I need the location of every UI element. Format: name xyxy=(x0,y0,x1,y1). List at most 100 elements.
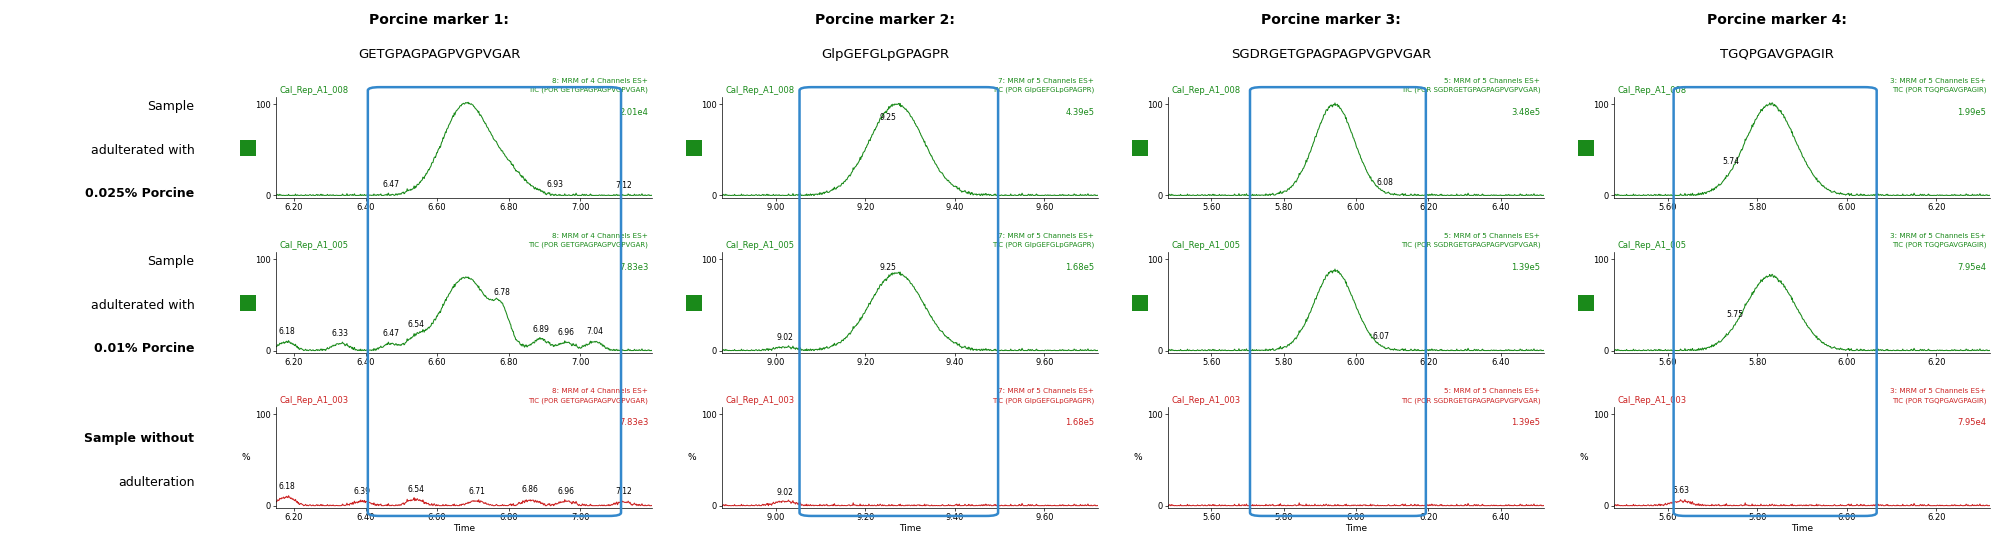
Text: 8: MRM of 4 Channels ES+: 8: MRM of 4 Channels ES+ xyxy=(552,233,648,239)
Text: Cal_Rep_A1_005: Cal_Rep_A1_005 xyxy=(1618,241,1686,250)
Y-axis label: %: % xyxy=(688,298,696,307)
Text: 5: MRM of 5 Channels ES+: 5: MRM of 5 Channels ES+ xyxy=(1444,233,1540,239)
Text: 3: MRM of 5 Channels ES+: 3: MRM of 5 Channels ES+ xyxy=(1890,388,1986,394)
Y-axis label: %: % xyxy=(1580,298,1588,307)
Text: 0.025% Porcine: 0.025% Porcine xyxy=(86,187,194,200)
Text: Cal_Rep_A1_008: Cal_Rep_A1_008 xyxy=(280,86,348,95)
Text: 8: MRM of 4 Channels ES+: 8: MRM of 4 Channels ES+ xyxy=(552,77,648,84)
Text: 7: MRM of 5 Channels ES+: 7: MRM of 5 Channels ES+ xyxy=(998,233,1094,239)
Text: Porcine marker 2:: Porcine marker 2: xyxy=(816,13,954,27)
Text: 6.33: 6.33 xyxy=(332,329,348,338)
Text: TGQPGAVGPAGIR: TGQPGAVGPAGIR xyxy=(1720,48,1834,61)
Text: Cal_Rep_A1_003: Cal_Rep_A1_003 xyxy=(1172,396,1240,405)
Text: Cal_Rep_A1_008: Cal_Rep_A1_008 xyxy=(726,86,794,95)
Y-axis label: %: % xyxy=(242,453,250,462)
X-axis label: Time: Time xyxy=(452,525,476,533)
Text: 5: MRM of 5 Channels ES+: 5: MRM of 5 Channels ES+ xyxy=(1444,388,1540,394)
Text: 3.48e5: 3.48e5 xyxy=(1512,108,1540,117)
Text: TIC (POR GlpGEFGLpGPAGPR): TIC (POR GlpGEFGLpGPAGPR) xyxy=(992,397,1094,404)
Text: 6.96: 6.96 xyxy=(558,487,574,496)
Text: 6.18: 6.18 xyxy=(278,482,296,491)
Text: 7.04: 7.04 xyxy=(586,327,604,336)
Y-axis label: %: % xyxy=(1134,143,1142,152)
Text: 9.02: 9.02 xyxy=(776,334,794,342)
Text: 6.54: 6.54 xyxy=(408,320,424,329)
Text: 6.47: 6.47 xyxy=(382,180,400,189)
Text: 3: MRM of 5 Channels ES+: 3: MRM of 5 Channels ES+ xyxy=(1890,77,1986,84)
Text: 7.95e4: 7.95e4 xyxy=(1958,418,1986,427)
Text: TIC (POR TGQPGAVGPAGIR): TIC (POR TGQPGAVGPAGIR) xyxy=(1892,397,1986,404)
Text: 5: MRM of 5 Channels ES+: 5: MRM of 5 Channels ES+ xyxy=(1444,77,1540,84)
X-axis label: Time: Time xyxy=(898,525,922,533)
Text: Cal_Rep_A1_003: Cal_Rep_A1_003 xyxy=(280,396,348,405)
Y-axis label: %: % xyxy=(1134,453,1142,462)
Text: Cal_Rep_A1_003: Cal_Rep_A1_003 xyxy=(726,396,794,405)
Text: Sample: Sample xyxy=(148,256,194,268)
Text: Cal_Rep_A1_008: Cal_Rep_A1_008 xyxy=(1618,86,1686,95)
Text: 9.25: 9.25 xyxy=(880,263,896,272)
Text: TIC (POR GETGPAGPAGPVGPVGAR): TIC (POR GETGPAGPAGPVGPVGAR) xyxy=(528,87,648,93)
Text: adulterated with: adulterated with xyxy=(90,299,194,312)
Text: 0.01% Porcine: 0.01% Porcine xyxy=(94,342,194,355)
Text: 5.63: 5.63 xyxy=(1672,486,1690,495)
Y-axis label: %: % xyxy=(1580,143,1588,152)
Text: 7: MRM of 5 Channels ES+: 7: MRM of 5 Channels ES+ xyxy=(998,388,1094,394)
Text: 5.75: 5.75 xyxy=(1726,310,1744,320)
Y-axis label: %: % xyxy=(1580,453,1588,462)
Text: 7.12: 7.12 xyxy=(614,487,632,497)
Text: 7.83e3: 7.83e3 xyxy=(618,418,648,427)
Text: Cal_Rep_A1_008: Cal_Rep_A1_008 xyxy=(1172,86,1240,95)
Text: Cal_Rep_A1_005: Cal_Rep_A1_005 xyxy=(280,241,348,250)
Text: 2.01e4: 2.01e4 xyxy=(620,108,648,117)
Text: TIC (POR GETGPAGPAGPVGPVGAR): TIC (POR GETGPAGPAGPVGPVGAR) xyxy=(528,397,648,404)
Text: Sample: Sample xyxy=(148,100,194,114)
Text: 5.74: 5.74 xyxy=(1722,157,1738,166)
Text: TIC (POR SGDRGETGPAGPAGPVGPVGAR): TIC (POR SGDRGETGPAGPAGPVGPVGAR) xyxy=(1400,242,1540,249)
Text: 6.47: 6.47 xyxy=(382,329,400,338)
Y-axis label: %: % xyxy=(688,453,696,462)
Text: TIC (POR TGQPGAVGPAGIR): TIC (POR TGQPGAVGPAGIR) xyxy=(1892,87,1986,93)
Text: 4.39e5: 4.39e5 xyxy=(1066,108,1094,117)
Text: 6.18: 6.18 xyxy=(278,327,296,336)
Text: Porcine marker 1:: Porcine marker 1: xyxy=(370,13,508,27)
Y-axis label: %: % xyxy=(242,143,250,152)
Text: 7: MRM of 5 Channels ES+: 7: MRM of 5 Channels ES+ xyxy=(998,77,1094,84)
Text: 6.96: 6.96 xyxy=(558,328,574,337)
Text: 6.08: 6.08 xyxy=(1376,178,1394,187)
Text: 7.83e3: 7.83e3 xyxy=(618,263,648,272)
Text: 1.39e5: 1.39e5 xyxy=(1512,418,1540,427)
Y-axis label: %: % xyxy=(688,143,696,152)
Text: Sample without: Sample without xyxy=(84,432,194,445)
Text: Porcine marker 4:: Porcine marker 4: xyxy=(1708,13,1846,27)
Text: 7.12: 7.12 xyxy=(614,181,632,190)
X-axis label: Time: Time xyxy=(1344,525,1368,533)
Text: 1.68e5: 1.68e5 xyxy=(1066,418,1094,427)
X-axis label: Time: Time xyxy=(1790,525,1814,533)
Text: TIC (POR SGDRGETGPAGPAGPVGPVGAR): TIC (POR SGDRGETGPAGPAGPVGPVGAR) xyxy=(1400,87,1540,93)
Text: 3: MRM of 5 Channels ES+: 3: MRM of 5 Channels ES+ xyxy=(1890,233,1986,239)
Text: 6.71: 6.71 xyxy=(468,487,484,495)
Text: 1.68e5: 1.68e5 xyxy=(1066,263,1094,272)
Text: TIC (POR GlpGEFGLpGPAGPR): TIC (POR GlpGEFGLpGPAGPR) xyxy=(992,87,1094,93)
Text: adulterated with: adulterated with xyxy=(90,144,194,157)
Text: GETGPAGPAGPVGPVGAR: GETGPAGPAGPVGPVGAR xyxy=(358,48,520,61)
Text: TIC (POR TGQPGAVGPAGIR): TIC (POR TGQPGAVGPAGIR) xyxy=(1892,242,1986,249)
Text: 6.39: 6.39 xyxy=(354,487,370,496)
Text: 9.02: 9.02 xyxy=(776,487,794,497)
Text: Porcine marker 3:: Porcine marker 3: xyxy=(1262,13,1400,27)
Text: 8: MRM of 4 Channels ES+: 8: MRM of 4 Channels ES+ xyxy=(552,388,648,394)
Y-axis label: %: % xyxy=(1134,298,1142,307)
Text: TIC (POR SGDRGETGPAGPAGPVGPVGAR): TIC (POR SGDRGETGPAGPAGPVGPVGAR) xyxy=(1400,397,1540,404)
Text: TIC (POR GETGPAGPAGPVGPVGAR): TIC (POR GETGPAGPAGPVGPVGAR) xyxy=(528,242,648,249)
Text: SGDRGETGPAGPAGPVGPVGAR: SGDRGETGPAGPAGPVGPVGAR xyxy=(1230,48,1432,61)
Text: 1.39e5: 1.39e5 xyxy=(1512,263,1540,272)
Text: 6.93: 6.93 xyxy=(546,180,564,189)
Text: 1.99e5: 1.99e5 xyxy=(1958,108,1986,117)
Text: 6.07: 6.07 xyxy=(1372,332,1390,341)
Text: TIC (POR GlpGEFGLpGPAGPR): TIC (POR GlpGEFGLpGPAGPR) xyxy=(992,242,1094,249)
Text: 9.25: 9.25 xyxy=(880,113,896,122)
Text: 7.95e4: 7.95e4 xyxy=(1958,263,1986,272)
Text: Cal_Rep_A1_003: Cal_Rep_A1_003 xyxy=(1618,396,1686,405)
Text: 6.54: 6.54 xyxy=(408,485,424,494)
Text: 6.86: 6.86 xyxy=(522,485,538,494)
